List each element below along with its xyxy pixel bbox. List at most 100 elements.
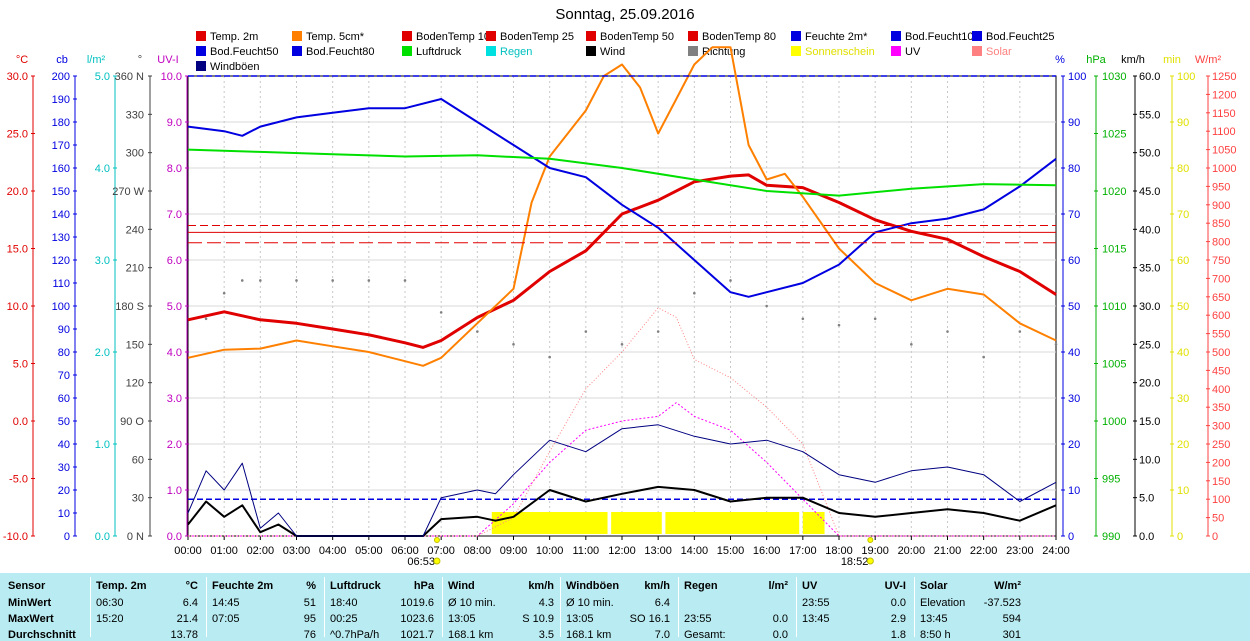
dir-unit-label: ° [138, 54, 142, 66]
stats-cell-note: 13:45 [802, 613, 830, 625]
direction-point [982, 355, 985, 359]
legend-label: Temp. 2m [210, 31, 259, 43]
stats-cell-note: 23:55 [802, 597, 830, 609]
legend-item-luftdruck: Luftdruck [402, 45, 461, 59]
stats-header-feuchte-2m: Feuchte 2m [212, 580, 274, 592]
press-tick-label: 1025 [1102, 129, 1126, 141]
wind-tick-label: 5.0 [1139, 493, 1154, 505]
solar-tick-label: 400 [1212, 384, 1230, 396]
series-temp-2m [187, 173, 1057, 349]
direction-point [476, 330, 479, 333]
legend-label: BodenTemp 10 [416, 31, 490, 43]
legend-item-bodentemp-80: BodenTemp 80 [688, 30, 776, 44]
wind-unit-label: km/h [1121, 54, 1145, 66]
solar-tick-label: 300 [1212, 421, 1230, 433]
stats-cell-note: 07:05 [212, 613, 240, 625]
temp-tick-label: 30.0 [7, 71, 28, 83]
stats-header-wind: Wind [448, 580, 475, 592]
stats-cell-value: 594 [1002, 613, 1021, 625]
x-tick-label: 18:00 [825, 545, 853, 557]
stats-cell-value: SO 16.1 [629, 613, 670, 625]
series-luftdruck [187, 148, 1057, 197]
x-tick-label: 15:00 [717, 545, 745, 557]
x-tick-label: 13:00 [644, 545, 672, 557]
wind-tick-label: 40.0 [1139, 224, 1160, 236]
rain-tick-label: 3.0 [95, 255, 110, 267]
sunshine-bar [802, 512, 825, 534]
dir-tick-label: 180 S [115, 301, 144, 313]
stats-cell-note: 13:05 [448, 613, 476, 625]
legend-label: BodenTemp 50 [600, 31, 674, 43]
direction-point [765, 304, 768, 308]
x-tick-label: 14:00 [681, 545, 709, 557]
uv-unit-label: UV-I [157, 54, 178, 66]
uv-tick-label: 3.0 [167, 393, 182, 405]
sun-tick-label: 50 [1177, 301, 1189, 313]
stats-header-temp-2m: Temp. 2m [96, 580, 147, 592]
stats-header-regen: Regen [684, 580, 718, 592]
stats-cell-value: 0.0 [772, 613, 788, 625]
solar-tick-label: 650 [1212, 292, 1230, 304]
legend-swatch [292, 46, 302, 56]
legend-label: BodenTemp 25 [500, 31, 574, 43]
direction-point [620, 343, 624, 346]
stats-separator [324, 577, 325, 637]
stats-cell-value: 76 [303, 629, 316, 641]
hum-tick-label: 40 [1068, 347, 1080, 359]
stats-cell-value: 1023.6 [400, 613, 434, 625]
solar-unit-label: W/m² [1195, 54, 1222, 66]
stats-cell-note: ^0.7hPa/h [330, 629, 380, 641]
direction-point [259, 279, 262, 282]
stats-cell-value: S 10.9 [522, 613, 554, 625]
legend-swatch [586, 46, 596, 56]
uv-tick-label: 6.0 [167, 255, 182, 267]
solar-tick-label: 1200 [1212, 89, 1236, 101]
legend-label: Temp. 5cm* [306, 31, 365, 43]
stats-cell-value: 13.78 [170, 629, 198, 641]
hum-tick-label: 30 [1068, 393, 1080, 405]
sun-tick-label: 30 [1177, 393, 1189, 405]
legend-label: Solar [986, 46, 1012, 58]
legend-label: Feuchte 2m* [805, 31, 868, 43]
legend-swatch [972, 46, 982, 56]
legend-swatch [586, 31, 596, 41]
stats-separator [560, 577, 561, 637]
stats-separator [90, 577, 91, 637]
stats-cell-value: 1019.6 [400, 597, 434, 609]
legend-label: Sonnenschein [805, 46, 875, 58]
legend-item-bodentemp-25: BodenTemp 25 [486, 30, 574, 44]
hum-tick-label: 90 [1068, 117, 1080, 129]
stats-cell-note: 8:50 h [920, 629, 951, 641]
series-temp-5cm [187, 46, 1057, 367]
sunrise-label: 06:53 [407, 556, 435, 568]
stats-unit: W/m² [994, 580, 1021, 592]
x-tick-label: 20:00 [898, 545, 926, 557]
rain-tick-label: 0.0 [95, 531, 110, 543]
stats-unit: hPa [413, 580, 434, 592]
stats-cell-value: 1.8 [890, 629, 906, 641]
wind-tick-label: 0.0 [1139, 531, 1154, 543]
solar-tick-label: 50 [1212, 513, 1224, 525]
legend-swatch [688, 31, 698, 41]
legend-item-bod-feucht50: Bod.Feucht50 [196, 45, 279, 59]
uv-tick-label: 2.0 [167, 439, 182, 451]
legend-label: Bod.Feucht25 [986, 31, 1055, 43]
press-tick-label: 995 [1102, 474, 1120, 486]
direction-point [837, 323, 841, 327]
wind-tick-label: 45.0 [1139, 186, 1160, 198]
legend-item-sonnenschein: Sonnenschein [791, 45, 875, 59]
cb-tick-label: 100 [52, 301, 70, 313]
legend-item-richtung: Richtung [688, 45, 745, 59]
stats-cell-value: 6.4 [654, 597, 670, 609]
sun-tick-label: 20 [1177, 439, 1189, 451]
x-tick-label: 11:00 [572, 545, 599, 557]
hum-tick-label: 10 [1068, 485, 1080, 497]
x-tick-label: 24:00 [1042, 545, 1070, 557]
wind-tick-label: 35.0 [1139, 263, 1160, 275]
temp-tick-label: -10.0 [3, 531, 28, 543]
stats-cell-value: 1021.7 [400, 629, 434, 641]
cb-tick-label: 80 [58, 347, 70, 359]
legend-swatch [196, 31, 206, 41]
solar-tick-label: 500 [1212, 347, 1230, 359]
direction-point [548, 355, 551, 359]
